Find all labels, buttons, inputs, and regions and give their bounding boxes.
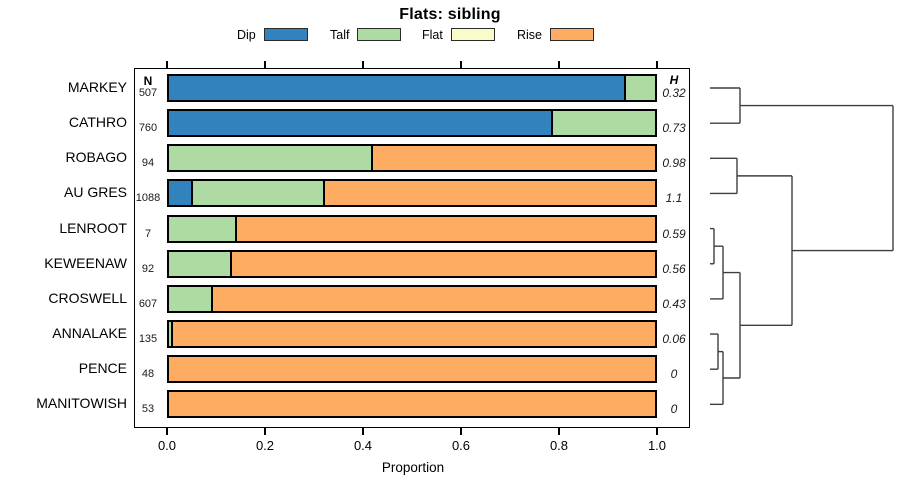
bar-segment-rise [373,146,655,171]
legend-label: Rise [517,27,543,42]
h-value: 0.06 [662,332,686,347]
category-label: AU GRES [63,184,127,201]
legend-swatch-talf-icon [357,28,402,41]
n-value: 7 [144,227,152,240]
n-value: 53 [141,403,155,416]
x-tick [264,61,266,68]
h-value: 0.43 [662,296,686,311]
x-axis-label: Proportion [381,460,445,475]
x-tick-label: 0.6 [451,438,471,453]
x-tick [362,428,364,435]
legend-swatch-dip-icon [263,28,308,41]
legend-item: Rise [517,27,595,42]
bar-segment-rise [237,216,655,241]
h-value: 0.56 [662,261,686,276]
legend-item: Flat [422,27,495,42]
bar-segment-talf [169,322,173,347]
category-label: ANNALAKE [52,325,127,342]
h-value: 0.98 [662,156,686,171]
legend-item: Dip [237,27,308,42]
n-value: 94 [141,157,155,170]
x-tick [264,428,266,435]
bar-segment-rise [324,181,655,206]
bar-segment-dip [169,76,626,100]
x-tick [362,61,364,68]
bar-segment-rise [232,251,655,276]
bar-row [167,214,657,243]
h-value: 0 [670,367,678,382]
legend-item: Talf [330,27,402,42]
h-column-header: H [669,73,679,87]
legend-label: Flat [422,27,443,42]
category-label: MANITOWISH [36,395,127,412]
legend-label: Dip [237,27,256,42]
bar-row [167,144,657,173]
h-value: 1.1 [665,191,683,206]
bar-segment-talf [169,286,213,311]
n-value: 48 [141,368,155,381]
bar-segment-talf [193,181,325,206]
x-tick [558,428,560,435]
n-column-header: N [143,74,153,88]
x-tick-label: 1.0 [647,438,667,453]
bar-row [167,249,657,278]
x-tick-label: 0.2 [255,438,275,453]
n-value: 607 [138,297,158,310]
x-tick [656,428,658,435]
h-value: 0.73 [662,121,686,136]
n-value: 135 [138,333,158,346]
x-tick [558,61,560,68]
chart-title: Flats: sibling [399,6,501,23]
bar-row [167,179,657,208]
x-tick [460,61,462,68]
bar-row [167,74,657,102]
bar-row [167,109,657,138]
bar-row [167,284,657,313]
bar-row [167,320,657,349]
legend-label: Talf [330,27,350,42]
bar-segment-talf [169,146,374,171]
x-tick-label: 0.0 [157,438,177,453]
bar-segment-talf [552,111,655,136]
bar-segment-talf [625,76,655,100]
bar-segment-dip [169,181,194,206]
bar-segment-rise [169,392,655,417]
bar-row [167,355,657,384]
category-label: PENCE [78,360,127,377]
x-tick [656,61,658,68]
x-tick-label: 0.8 [549,438,569,453]
x-tick [166,61,168,68]
bar-segment-rise [212,286,655,311]
category-label: CROSWELL [48,289,127,306]
category-label: CATHRO [68,114,127,131]
bar-segment-dip [169,111,553,136]
legend-swatch-rise-icon [550,28,595,41]
h-value: 0.59 [662,226,686,241]
h-value: 0.32 [662,86,686,100]
n-value: 1088 [135,192,161,205]
n-value: 92 [141,262,155,275]
legend-swatch-flat-icon [450,28,495,41]
bar-segment-talf [169,216,238,241]
x-tick [166,428,168,435]
category-label: LENROOT [59,219,127,236]
category-label: MARKEY [67,79,127,95]
n-value: 507 [138,87,158,99]
bar-segment-rise [172,322,655,347]
h-value: 0 [670,402,678,417]
category-label: KEWEENAW [44,254,127,271]
bar-row [167,390,657,419]
n-value: 760 [138,122,158,135]
x-tick-label: 0.4 [353,438,373,453]
bar-segment-rise [169,357,655,382]
x-tick [460,428,462,435]
bar-segment-talf [169,251,233,276]
category-label: ROBAGO [65,149,127,166]
